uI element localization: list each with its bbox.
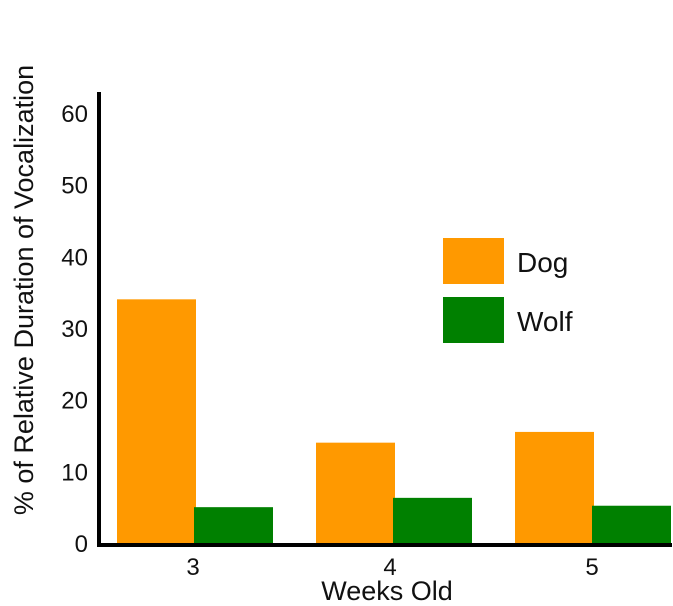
y-tick-label: 20 bbox=[61, 388, 88, 415]
y-axis-title: % of Relative Duration of Vocalization bbox=[9, 65, 39, 515]
bar-dog-3 bbox=[117, 299, 196, 543]
legend-label-wolf: Wolf bbox=[517, 306, 573, 337]
y-tick-label: 60 bbox=[61, 101, 88, 128]
legend: Dog Wolf bbox=[443, 238, 573, 343]
y-tick-labels: 0 10 20 30 40 50 60 bbox=[61, 101, 88, 558]
bar-wolf-4 bbox=[393, 497, 472, 543]
y-tick-label: 30 bbox=[61, 316, 88, 343]
bar-wolf-3 bbox=[194, 507, 273, 543]
x-tick-label: 3 bbox=[186, 554, 199, 581]
y-tick-label: 50 bbox=[61, 173, 88, 200]
x-tick-labels: 3 4 5 bbox=[186, 554, 598, 581]
legend-swatch-wolf bbox=[443, 297, 504, 343]
legend-label-dog: Dog bbox=[517, 247, 568, 278]
y-tick-label: 40 bbox=[61, 244, 88, 271]
y-tick-label: 0 bbox=[75, 531, 88, 558]
bar-dog-4 bbox=[316, 442, 395, 543]
x-axis-title: Weeks Old bbox=[321, 576, 453, 606]
y-tick-label: 10 bbox=[61, 459, 88, 486]
legend-swatch-dog bbox=[443, 238, 504, 284]
bars-group bbox=[117, 299, 671, 543]
x-tick-label: 4 bbox=[383, 554, 396, 581]
bar-wolf-5 bbox=[592, 505, 671, 543]
x-tick-label: 5 bbox=[585, 554, 598, 581]
bar-dog-5 bbox=[515, 431, 594, 543]
